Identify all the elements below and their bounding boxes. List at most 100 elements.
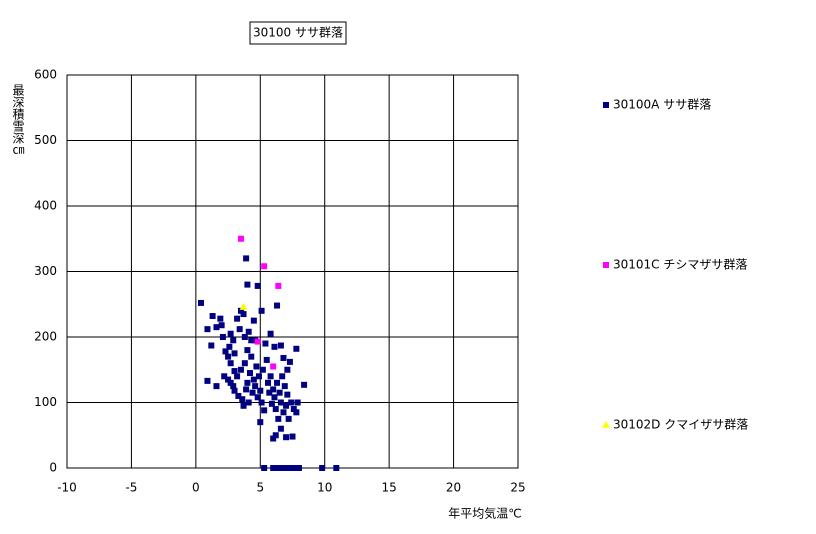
data-point [295, 465, 302, 471]
data-point [209, 313, 216, 320]
data-point [265, 379, 272, 386]
data-point [258, 399, 265, 406]
chart-title: 30100 ササ群落 [253, 26, 343, 40]
x-tick-label: 0 [192, 481, 200, 495]
data-point [230, 337, 237, 344]
data-point [275, 282, 282, 289]
data-point [263, 356, 270, 363]
data-point [221, 373, 228, 380]
x-tick-label: 5 [256, 481, 264, 495]
data-point [243, 255, 250, 262]
data-point [319, 465, 326, 471]
x-tick-label: -10 [57, 481, 77, 495]
data-point [244, 281, 251, 288]
data-point [231, 387, 238, 394]
data-point [219, 334, 226, 340]
y-tick-label: 500 [34, 133, 57, 147]
data-point [257, 419, 264, 426]
data-point [290, 406, 297, 413]
y-tick-label: 300 [34, 264, 57, 278]
data-point [270, 465, 277, 471]
data-point [234, 315, 241, 322]
data-point [284, 366, 291, 373]
data-point [276, 389, 283, 396]
data-point [244, 347, 251, 354]
x-tick-label: 25 [510, 481, 525, 495]
data-point [204, 326, 211, 333]
data-point [268, 400, 275, 407]
data-point [274, 379, 281, 386]
data-point [283, 402, 290, 409]
data-point [283, 434, 290, 441]
data-point [237, 366, 244, 373]
data-point [236, 326, 243, 333]
data-point [225, 376, 232, 383]
data-point [261, 263, 268, 270]
data-point [250, 317, 257, 324]
data-point [272, 406, 279, 413]
title-box [249, 21, 347, 45]
data-point [213, 324, 220, 331]
data-point [280, 409, 287, 416]
data-point [227, 330, 234, 337]
data-point [237, 235, 244, 242]
data-point [230, 383, 237, 390]
data-point [227, 379, 234, 386]
data-point [279, 373, 286, 380]
data-point [241, 360, 248, 367]
y-tick-label: 100 [34, 395, 57, 409]
data-point [208, 342, 215, 349]
data-point [284, 391, 291, 398]
data-point [270, 435, 277, 442]
data-point [270, 386, 277, 393]
data-point [218, 322, 225, 329]
data-point [272, 432, 279, 439]
data-point [239, 302, 248, 310]
data-point [277, 425, 284, 432]
data-point [227, 360, 234, 367]
data-point [222, 348, 229, 355]
data-point [301, 381, 308, 388]
y-tick-label: 0 [49, 461, 57, 475]
data-point [280, 354, 287, 361]
data-point [245, 399, 252, 406]
data-point [289, 433, 296, 440]
data-point [288, 465, 295, 471]
data-point [245, 328, 252, 335]
data-point [246, 370, 253, 377]
data-point [285, 415, 292, 422]
data-point [231, 350, 238, 357]
legend-label: 30100A ササ群落 [613, 98, 711, 112]
legend-marker [603, 262, 609, 268]
legend-marker [602, 421, 610, 428]
data-point [274, 302, 281, 309]
data-point [254, 338, 261, 345]
x-tick-label: 20 [446, 481, 461, 495]
data-point [284, 465, 291, 471]
data-point [217, 315, 224, 322]
data-point [237, 307, 244, 314]
data-point [288, 399, 295, 406]
data-point [267, 373, 274, 380]
data-point [271, 343, 278, 350]
data-point [255, 373, 262, 380]
data-point [239, 396, 246, 403]
data-point [259, 366, 266, 373]
data-point [253, 363, 260, 370]
data-point [234, 373, 241, 380]
data-point [243, 386, 250, 393]
y-tick-label: 600 [34, 68, 57, 82]
data-point [250, 376, 257, 383]
data-point [267, 330, 274, 337]
data-point [292, 465, 299, 471]
y-tick-label: 400 [34, 199, 57, 213]
data-point [271, 394, 278, 401]
data-point [241, 334, 248, 340]
data-point [262, 340, 269, 347]
data-point [266, 389, 273, 396]
data-point [248, 353, 255, 360]
data-point [198, 299, 205, 306]
data-point [204, 377, 211, 384]
data-point [280, 465, 287, 471]
